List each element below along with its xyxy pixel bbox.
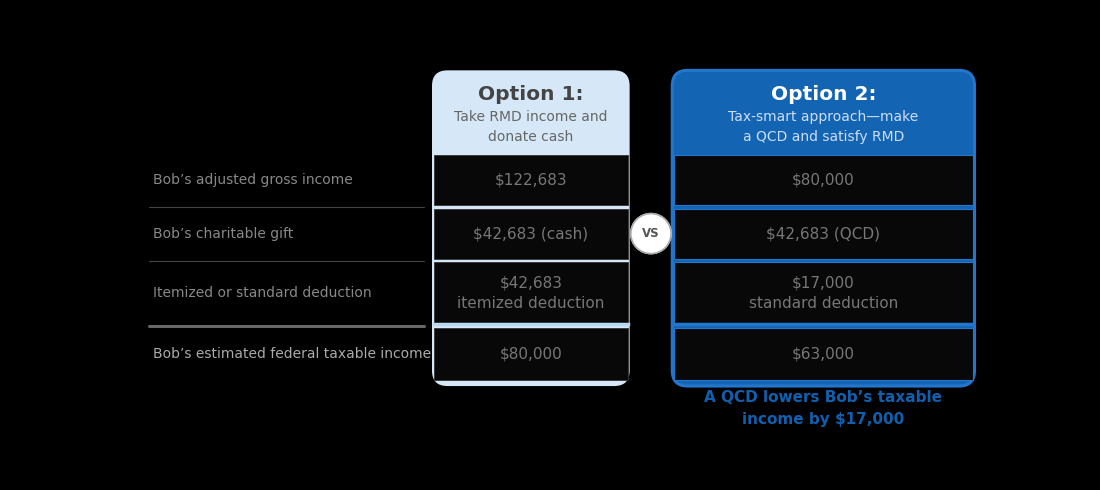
FancyBboxPatch shape (433, 155, 628, 205)
Text: A QCD lowers Bob’s taxable
income by $17,000: A QCD lowers Bob’s taxable income by $17… (704, 390, 943, 427)
Text: Bob’s adjusted gross income: Bob’s adjusted gross income (153, 172, 353, 187)
Text: Option 1:: Option 1: (478, 85, 584, 104)
FancyBboxPatch shape (433, 263, 628, 324)
FancyBboxPatch shape (674, 328, 972, 380)
Text: Option 2:: Option 2: (771, 85, 876, 104)
Circle shape (630, 214, 671, 254)
Text: $122,683: $122,683 (495, 172, 568, 187)
FancyBboxPatch shape (674, 209, 972, 259)
Text: Itemized or standard deduction: Itemized or standard deduction (153, 286, 372, 300)
Text: $42,683
itemized deduction: $42,683 itemized deduction (458, 275, 605, 311)
Text: $42,683 (cash): $42,683 (cash) (473, 226, 588, 241)
FancyBboxPatch shape (433, 328, 628, 380)
Text: $80,000: $80,000 (792, 172, 855, 187)
Text: VS: VS (642, 227, 660, 240)
FancyBboxPatch shape (674, 263, 972, 324)
FancyBboxPatch shape (674, 155, 972, 205)
FancyBboxPatch shape (672, 71, 975, 386)
Text: $17,000
standard deduction: $17,000 standard deduction (749, 275, 898, 311)
FancyBboxPatch shape (433, 209, 628, 259)
FancyBboxPatch shape (432, 71, 629, 386)
Text: $80,000: $80,000 (499, 346, 562, 362)
Text: Bob’s charitable gift: Bob’s charitable gift (153, 226, 294, 241)
Text: $63,000: $63,000 (792, 346, 855, 362)
Text: Take RMD income and
donate cash: Take RMD income and donate cash (454, 110, 607, 144)
Text: Tax-smart approach—make
a QCD and satisfy RMD: Tax-smart approach—make a QCD and satisf… (728, 110, 918, 144)
Text: Bob’s estimated federal taxable income: Bob’s estimated federal taxable income (153, 347, 431, 361)
Text: $42,683 (QCD): $42,683 (QCD) (767, 226, 880, 241)
